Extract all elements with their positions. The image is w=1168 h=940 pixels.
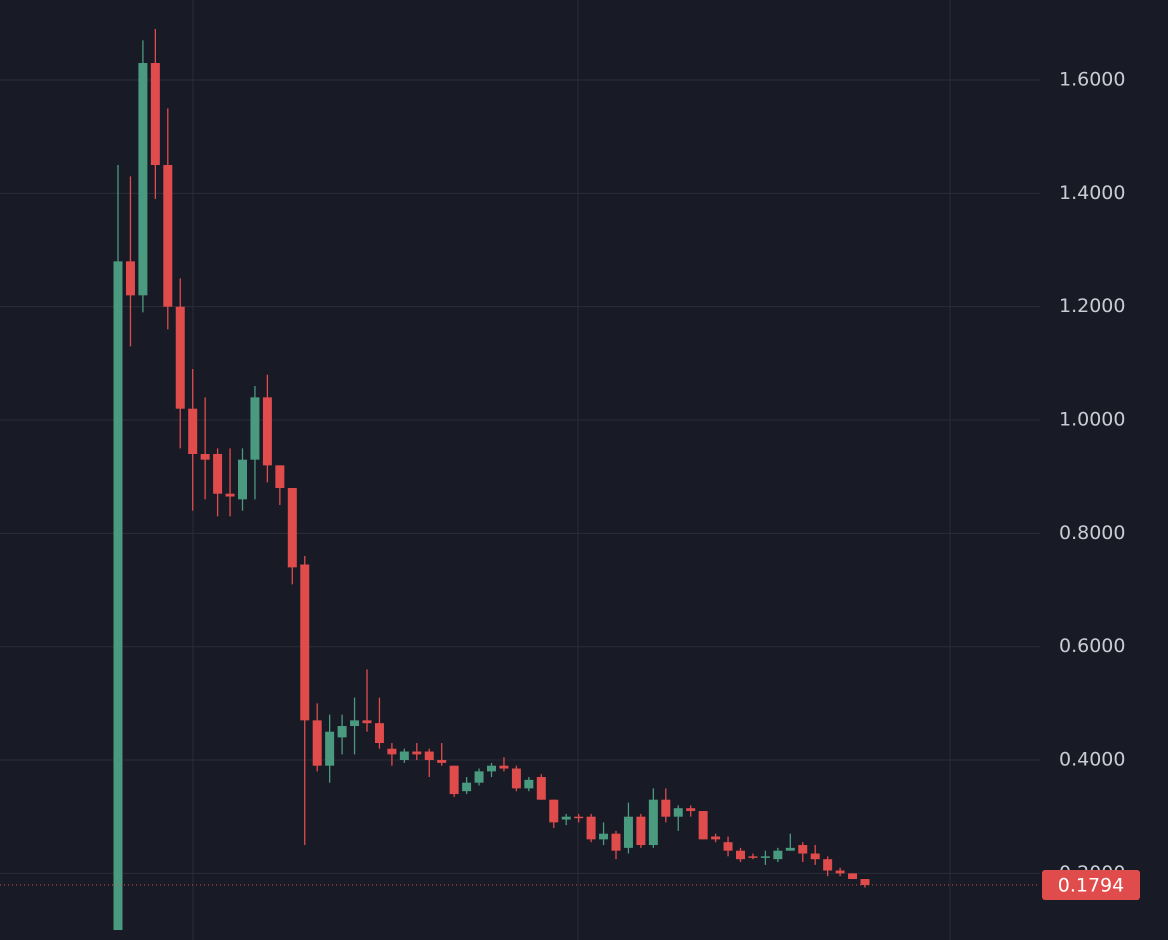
candle-body (549, 799, 559, 823)
candle-body (287, 488, 297, 568)
candle-body (835, 870, 845, 874)
candle-body (449, 765, 459, 795)
y-tick-label: 1.2000 (1059, 295, 1125, 317)
candle-body (636, 816, 646, 846)
candle-body (648, 799, 658, 846)
candle-body (736, 850, 745, 860)
candle-body (225, 493, 235, 497)
candle-body (362, 720, 372, 724)
candle-body (412, 751, 422, 755)
candle-body (798, 845, 808, 854)
candle-body (262, 397, 272, 466)
candle-body (686, 808, 696, 812)
y-tick-label: 0.4000 (1059, 749, 1125, 771)
candle-body (723, 842, 733, 851)
candle-body (200, 454, 210, 460)
candle-body (673, 808, 683, 817)
candle-body (163, 165, 173, 307)
candle-body (511, 768, 521, 789)
y-tick-label: 0.6000 (1059, 635, 1125, 657)
candle-body (275, 465, 285, 489)
candle-body (138, 63, 148, 296)
candle-body (399, 751, 409, 761)
candle-body (785, 847, 795, 851)
candle-body (487, 765, 496, 772)
candle-body (823, 859, 833, 871)
y-tick-label: 1.0000 (1059, 409, 1125, 431)
candle-body (810, 853, 820, 860)
candle-body (848, 873, 858, 880)
candle-body (113, 261, 123, 931)
y-tick-label: 1.4000 (1059, 182, 1125, 204)
candle-body (337, 726, 347, 738)
candle-body (387, 748, 397, 755)
candle-body (661, 799, 671, 817)
candle-body (374, 723, 384, 744)
candle-body (698, 811, 708, 840)
candle-body (499, 765, 509, 769)
candle-body (188, 408, 198, 455)
candle-body (325, 731, 335, 766)
candle-body (611, 833, 621, 851)
candle-body (150, 63, 160, 166)
candle-body (860, 879, 870, 886)
candle-body (524, 779, 534, 789)
candle-body (760, 856, 770, 858)
candle-body (437, 760, 447, 763)
candle-body (561, 816, 571, 820)
candle-body (238, 459, 247, 500)
last-price-label: 0.1794 (1058, 875, 1124, 897)
candle-body (424, 751, 434, 761)
candle-body (125, 261, 135, 296)
candle-body (623, 816, 633, 848)
candle-body (474, 771, 484, 783)
candle-body (748, 856, 758, 858)
candle-body (574, 816, 584, 819)
candle-body (711, 836, 721, 840)
candle-body (586, 816, 596, 840)
candle-body (175, 306, 185, 409)
candle-body (599, 833, 609, 840)
candle-body (213, 454, 223, 494)
candle-body (462, 782, 472, 792)
candle-body (773, 850, 783, 860)
last-price-box (1042, 870, 1140, 901)
candle-body (312, 720, 322, 766)
y-tick-label: 0.8000 (1059, 522, 1125, 544)
candle-body (536, 777, 546, 800)
candle-body (250, 397, 260, 460)
candle-body (350, 720, 360, 727)
y-tick-label: 1.6000 (1059, 69, 1125, 91)
candle-body (300, 564, 310, 721)
